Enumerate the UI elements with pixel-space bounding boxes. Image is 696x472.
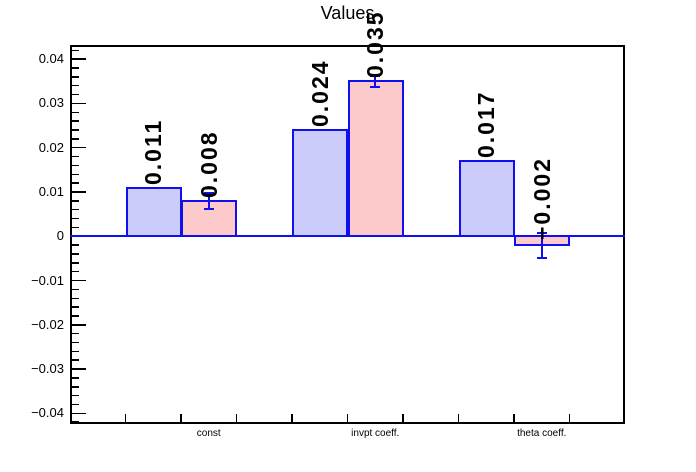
bar-value-label: 0.035	[362, 10, 389, 79]
y-axis-minor-tick	[72, 67, 79, 69]
y-axis-minor-tick	[72, 253, 79, 255]
y-axis-minor-tick	[72, 200, 79, 202]
y-axis-minor-tick	[72, 386, 79, 388]
y-axis-minor-tick	[72, 111, 79, 114]
y-axis-tick-label: 0.02	[38, 139, 64, 155]
y-axis-minor-tick	[72, 394, 79, 397]
y-axis-minor-tick	[72, 155, 79, 158]
y-axis-minor-tick	[72, 173, 79, 176]
y-axis-minor-tick	[72, 129, 79, 131]
x-axis-category-label: const	[196, 428, 221, 439]
chart-title: Values	[320, 3, 375, 23]
error-bar-cap	[536, 231, 547, 234]
x-axis-tick	[346, 414, 349, 422]
y-axis-minor-tick	[72, 138, 79, 140]
x-axis-tick	[291, 414, 293, 422]
y-axis-minor-tick	[72, 164, 79, 167]
bar-blue-series-2	[292, 129, 348, 238]
y-axis-tick	[72, 368, 86, 370]
x-axis-tick	[124, 414, 127, 422]
x-axis-tick	[235, 414, 238, 422]
y-axis-minor-tick	[72, 217, 79, 220]
y-axis-tick-label: −0.03	[31, 361, 64, 377]
x-axis-category-label: theta coeff.	[517, 428, 567, 439]
error-bar-cap	[203, 191, 214, 194]
y-axis-minor-tick	[72, 306, 79, 308]
y-axis-tick-label: −0.04	[31, 405, 64, 421]
y-axis-minor-tick	[72, 297, 79, 299]
y-axis-tick-label: −0.01	[31, 272, 64, 288]
y-axis-minor-tick	[72, 208, 79, 211]
error-bar-cap	[203, 207, 214, 210]
bar-pink-series-2	[347, 80, 404, 238]
bar-value-label: 0.011	[140, 118, 167, 185]
bar-value-label: 0.008	[195, 130, 222, 198]
x-axis-tick	[513, 414, 515, 422]
y-axis-minor-tick	[72, 315, 79, 317]
y-axis-minor-tick	[72, 84, 79, 87]
zero-line	[70, 235, 625, 238]
bar-value-label: −0.002	[528, 157, 555, 241]
y-axis-tick-label: 0.03	[38, 95, 64, 111]
error-bar-line	[540, 232, 543, 258]
y-axis-minor-tick	[72, 421, 79, 423]
x-axis-category-label: invpt coeff.	[351, 428, 400, 439]
y-axis-minor-tick	[72, 93, 79, 96]
y-axis-tick-label: 0.01	[38, 183, 64, 199]
y-axis-minor-tick	[72, 332, 79, 335]
y-axis-tick	[72, 324, 86, 326]
plot-frame	[70, 45, 625, 424]
error-bar-cap	[370, 74, 381, 77]
bar-value-label: 0.024	[306, 59, 333, 127]
y-axis-tick	[72, 146, 86, 149]
y-axis-minor-tick	[72, 341, 79, 344]
y-axis-minor-tick	[72, 403, 79, 406]
x-axis-tick	[402, 414, 404, 422]
error-bar-line	[207, 192, 210, 209]
y-axis-minor-tick	[72, 359, 79, 361]
y-axis-tick	[72, 191, 86, 193]
y-axis-minor-tick	[72, 262, 79, 264]
y-axis-minor-tick	[72, 49, 79, 52]
y-axis-minor-tick	[72, 182, 79, 184]
y-axis-minor-tick	[72, 288, 79, 291]
y-axis-minor-tick	[72, 226, 79, 229]
y-axis-tick	[72, 279, 86, 282]
y-axis-minor-tick	[72, 244, 79, 246]
y-axis-tick	[72, 58, 86, 60]
error-bar-cap	[536, 256, 547, 259]
error-bar-cap	[370, 85, 381, 88]
y-axis-minor-tick	[72, 377, 79, 379]
y-axis-tick-label: −0.02	[31, 316, 64, 332]
x-axis-tick	[457, 414, 460, 422]
y-axis-minor-tick	[72, 76, 79, 78]
y-axis-minor-tick	[72, 120, 79, 122]
x-axis-tick	[568, 414, 571, 422]
y-axis-tick	[72, 412, 86, 415]
y-axis-tick-label: 0	[56, 228, 64, 244]
bar-blue-series-1	[125, 186, 182, 238]
y-axis-minor-tick	[72, 350, 79, 353]
y-axis-tick	[72, 102, 86, 105]
bar-blue-series-3	[458, 160, 515, 238]
y-axis-minor-tick	[72, 270, 79, 273]
bar-value-label: 0.017	[473, 90, 500, 158]
x-axis-tick	[180, 414, 182, 422]
y-axis-tick-label: 0.04	[38, 51, 64, 67]
error-bar-line	[374, 75, 377, 87]
